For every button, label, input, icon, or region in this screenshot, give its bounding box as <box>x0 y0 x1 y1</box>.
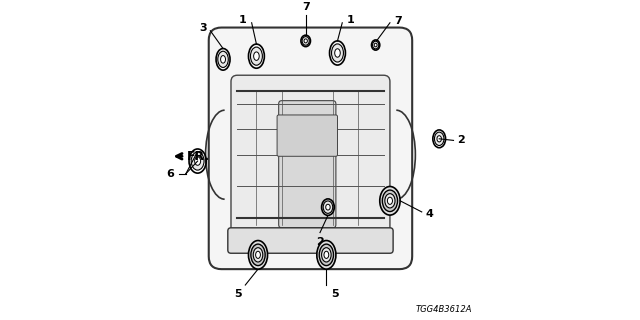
Ellipse shape <box>304 39 307 43</box>
Ellipse shape <box>302 36 309 45</box>
Ellipse shape <box>437 136 442 142</box>
Ellipse shape <box>191 152 204 170</box>
FancyBboxPatch shape <box>277 115 337 156</box>
Ellipse shape <box>380 187 400 215</box>
Ellipse shape <box>321 248 331 262</box>
Ellipse shape <box>372 41 379 49</box>
FancyBboxPatch shape <box>278 101 336 228</box>
Text: TGG4B3612A: TGG4B3612A <box>416 305 472 314</box>
Text: 1: 1 <box>239 15 247 25</box>
Ellipse shape <box>221 56 225 63</box>
Text: 5: 5 <box>331 289 339 299</box>
Ellipse shape <box>323 201 333 213</box>
Ellipse shape <box>335 49 340 57</box>
Text: 3: 3 <box>200 23 207 33</box>
Ellipse shape <box>324 251 329 259</box>
Ellipse shape <box>374 43 377 47</box>
Text: 2: 2 <box>316 237 324 247</box>
Ellipse shape <box>332 44 344 62</box>
Ellipse shape <box>250 47 262 65</box>
Ellipse shape <box>382 190 397 212</box>
Ellipse shape <box>435 132 444 146</box>
Ellipse shape <box>319 244 333 266</box>
Ellipse shape <box>195 157 200 165</box>
Text: 5: 5 <box>234 289 242 299</box>
Ellipse shape <box>317 241 336 269</box>
Ellipse shape <box>255 251 260 259</box>
FancyBboxPatch shape <box>228 228 393 253</box>
Ellipse shape <box>326 204 330 210</box>
Ellipse shape <box>385 194 395 208</box>
Ellipse shape <box>387 197 392 204</box>
Text: 4: 4 <box>426 209 433 219</box>
Text: 1: 1 <box>347 15 355 25</box>
Text: FR.: FR. <box>187 150 211 163</box>
FancyBboxPatch shape <box>209 28 412 269</box>
FancyBboxPatch shape <box>231 75 390 241</box>
Ellipse shape <box>253 52 259 60</box>
Ellipse shape <box>218 51 228 68</box>
Text: 7: 7 <box>302 2 310 12</box>
Ellipse shape <box>253 248 263 262</box>
Ellipse shape <box>248 241 268 269</box>
Text: 6: 6 <box>166 169 175 179</box>
Text: 2: 2 <box>457 135 465 145</box>
Ellipse shape <box>251 244 265 266</box>
Text: 7: 7 <box>395 16 403 26</box>
